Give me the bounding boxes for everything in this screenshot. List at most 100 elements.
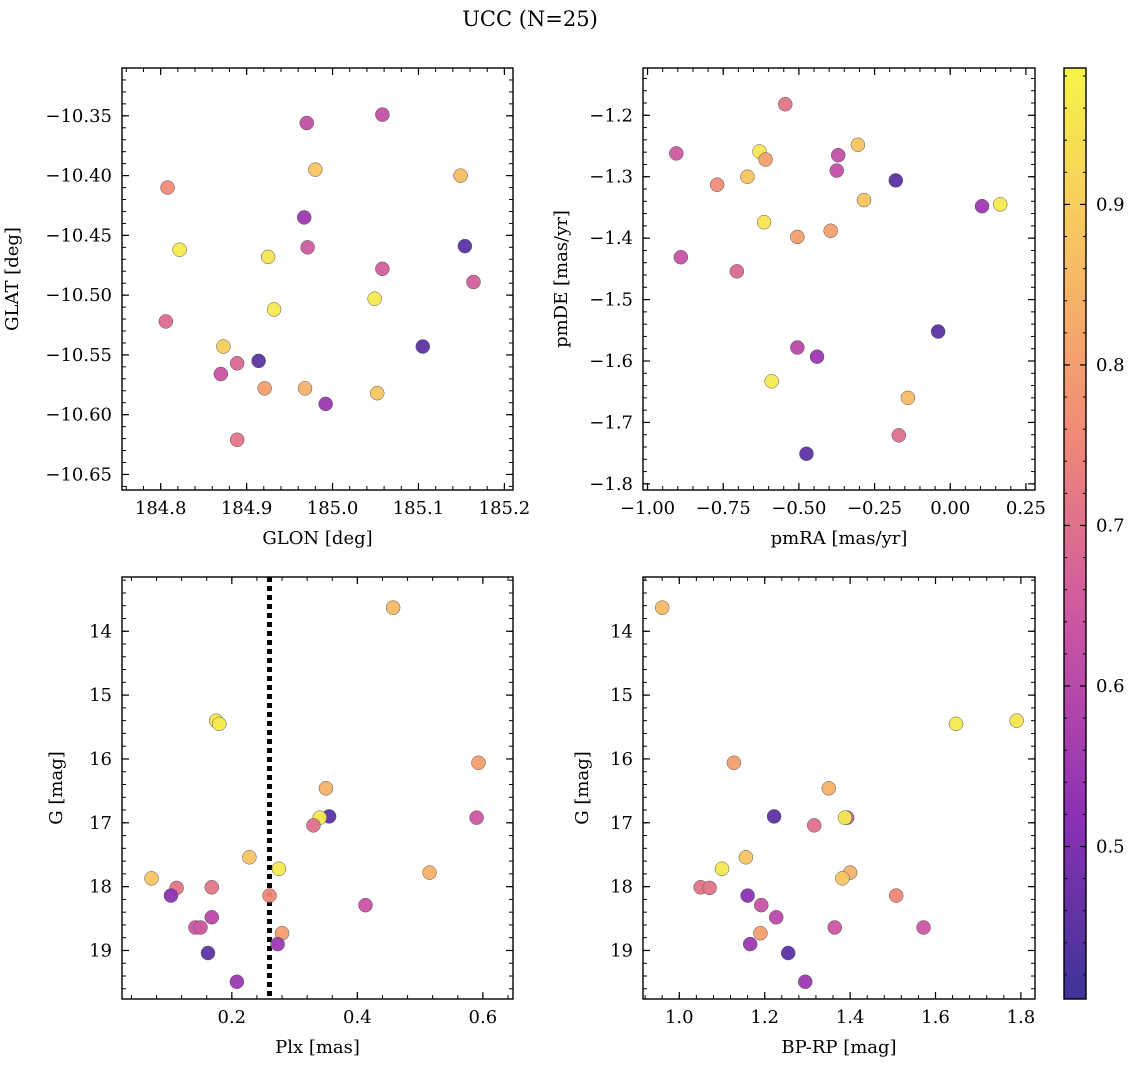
y-axis-label: pmDE [mas/yr] (551, 210, 572, 348)
y-tick-label: −10.40 (45, 166, 112, 187)
y-tick-label: −10.65 (45, 464, 112, 485)
data-point (806, 818, 822, 833)
data-point (766, 809, 782, 824)
x-tick-label: 0.6 (469, 1007, 498, 1028)
data-point (780, 945, 796, 961)
data-point (974, 198, 990, 214)
data-point (778, 96, 793, 112)
data-point (297, 381, 313, 396)
x-tick-label: 0.4 (343, 1007, 372, 1028)
data-point (469, 810, 484, 825)
data-point (160, 180, 175, 195)
data-point (204, 910, 219, 925)
x-axis-label: Plx [mas] (275, 1037, 360, 1058)
x-tick-label: 185.2 (479, 498, 531, 519)
data-point (856, 192, 872, 208)
data-point (299, 115, 315, 131)
data-point (830, 147, 846, 163)
data-point (669, 146, 684, 161)
data-point (216, 339, 231, 354)
data-point (369, 385, 385, 401)
data-point (753, 925, 768, 941)
x-tick-label: 1.4 (836, 1007, 865, 1028)
data-point (827, 920, 842, 935)
data-point (422, 865, 437, 880)
data-point (300, 240, 315, 255)
data-point (673, 249, 689, 265)
data-point (242, 850, 257, 865)
data-point (200, 945, 216, 961)
x-tick-label: 0.00 (930, 498, 970, 519)
x-axis-label: pmRA [mas/yr] (771, 528, 908, 549)
data-point (823, 223, 838, 239)
data-point (144, 871, 159, 886)
data-point (266, 302, 282, 317)
panel-top-left: 184.8 184.9 185.0 185.1 185.2 −10.35 −10.40 −10… (2, 67, 531, 549)
data-point (754, 897, 769, 913)
y-tick-label: −1.8 (589, 474, 633, 495)
x-axis-label: GLON [deg] (262, 528, 372, 549)
data-point (829, 163, 844, 178)
data-point (891, 428, 907, 443)
y-tick-label: 14 (610, 621, 633, 642)
data-point (790, 229, 805, 245)
axes-frame (642, 576, 1036, 1000)
data-point (193, 920, 208, 935)
y-tick-label: 17 (610, 813, 633, 834)
y-axis-label: G [mag] (572, 751, 593, 824)
y-tick-label: −1.7 (589, 412, 633, 433)
data-point (229, 974, 245, 990)
data-point (821, 781, 837, 796)
colorbar-tick-label: 0.8 (1096, 355, 1125, 376)
y-tick-label: 15 (89, 685, 112, 706)
y-tick-label: 15 (610, 685, 633, 706)
x-tick-label: −0.75 (696, 498, 751, 519)
y-tick-label: 14 (89, 621, 112, 642)
data-point (992, 197, 1008, 212)
data-point (229, 356, 245, 371)
x-tick-label: 185.0 (307, 498, 359, 519)
y-tick-label: −10.35 (45, 106, 112, 127)
colorbar-tick-label: 0.5 (1096, 837, 1125, 858)
y-tick-label: −10.50 (45, 285, 112, 306)
y-tick-label: 16 (89, 749, 112, 770)
axes-frame (642, 67, 1036, 491)
data-point (318, 396, 333, 412)
data-point (764, 374, 779, 389)
data-point (738, 850, 754, 865)
data-point (415, 339, 431, 354)
y-tick-label: −1.4 (589, 228, 633, 249)
data-point (798, 974, 813, 990)
y-tick-label: −1.3 (589, 167, 633, 188)
y-tick-label: −10.60 (45, 405, 112, 426)
data-point (740, 169, 755, 184)
x-tick-label: 0.2 (218, 1007, 247, 1028)
panels: 184.8 184.9 185.0 185.1 185.2 −10.35 −10.40 −10… (2, 67, 1046, 1058)
panel-bottom-right: 1.0 1.2 1.4 1.6 1.8 14 15 16 17 18 19 BP-RP [mag] G … (572, 576, 1036, 1058)
data-point (318, 781, 334, 796)
data-point (367, 291, 382, 306)
data-point (758, 152, 773, 167)
x-tick-label: −0.25 (847, 498, 902, 519)
panel-bottom-left: 0.2 0.4 0.6 14 15 16 17 18 19 Plx [mas] G [mag] (46, 576, 514, 1058)
colorbar-bar (1063, 67, 1087, 1000)
data-point (271, 861, 287, 877)
data-point (453, 168, 468, 183)
y-tick-label: −10.55 (45, 345, 112, 366)
data-point (358, 897, 373, 913)
data-point (296, 210, 312, 225)
y-tick-label: −1.5 (589, 290, 633, 311)
data-point (835, 871, 850, 886)
figure-title: UCC (N=25) (462, 7, 598, 31)
x-tick-label: 184.9 (221, 498, 273, 519)
data-point (229, 432, 245, 448)
data-point (466, 274, 481, 290)
y-tick-label: −1.2 (589, 105, 633, 126)
data-point (163, 888, 179, 903)
data-point (257, 381, 272, 396)
data-point (837, 810, 853, 825)
x-tick-label: −0.50 (771, 498, 826, 519)
data-point (1009, 713, 1024, 728)
data-point (204, 880, 219, 895)
